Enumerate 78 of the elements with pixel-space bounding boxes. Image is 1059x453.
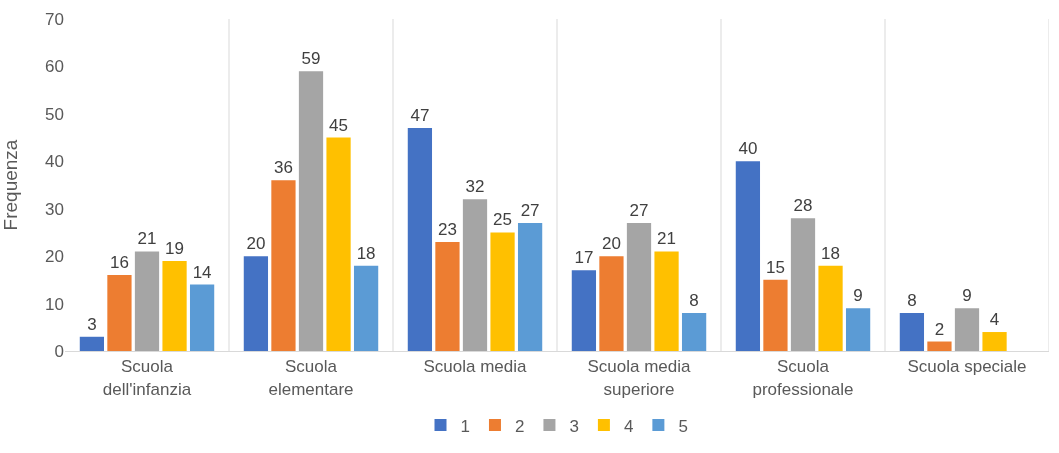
bar: [162, 260, 187, 351]
data-label: 47: [410, 106, 430, 126]
bar: [134, 251, 160, 351]
bar: [407, 128, 433, 351]
data-label: 25: [493, 210, 513, 230]
bar: [189, 284, 215, 351]
bar: [954, 308, 980, 351]
bar: [243, 256, 269, 351]
y-tick-label: 30: [45, 199, 64, 219]
legend-label: 3: [569, 416, 579, 436]
data-label: 9: [962, 286, 972, 306]
data-label: 16: [109, 253, 129, 273]
data-label: 45: [329, 115, 349, 135]
bar: [79, 336, 105, 351]
bar: [271, 180, 296, 351]
x-tick-label: Scuola media superiore: [587, 357, 692, 399]
data-label: 17: [574, 248, 594, 268]
data-label: 36: [273, 158, 293, 178]
y-tick-label: 20: [45, 247, 64, 267]
bar: [298, 71, 324, 351]
legend-label: 4: [623, 416, 634, 436]
data-label: 20: [601, 234, 621, 254]
data-label: 32: [465, 177, 485, 197]
bar: [927, 341, 952, 351]
data-label: 18: [356, 243, 376, 263]
bar: [599, 256, 624, 351]
data-label: 28: [793, 196, 813, 216]
data-label: 27: [629, 200, 649, 220]
bar: [353, 265, 379, 351]
data-label: 2: [934, 319, 945, 339]
x-tick-label: Scuola professionale: [752, 357, 854, 399]
bar: [982, 332, 1007, 351]
bar: [818, 265, 843, 351]
data-label: 8: [907, 291, 917, 311]
bar: [790, 218, 816, 351]
x-tick-label: Scuola elementare: [268, 357, 354, 399]
bar: [107, 275, 132, 351]
data-label: 40: [738, 139, 758, 159]
y-tick-label: 60: [45, 57, 64, 77]
data-label: 9: [853, 286, 863, 306]
bar: [462, 199, 488, 351]
bar: [845, 308, 871, 351]
legend-label: 2: [514, 416, 525, 436]
data-label: 3: [87, 314, 97, 334]
data-label: 59: [301, 49, 321, 69]
data-label: 8: [689, 291, 699, 311]
bar: [517, 222, 543, 351]
y-tick-label: 50: [45, 104, 64, 124]
data-label: 18: [821, 243, 841, 263]
data-label: 23: [437, 219, 457, 239]
bar: [571, 270, 597, 351]
x-tick-label: Scuola speciale: [907, 357, 1027, 377]
data-label: 4: [989, 310, 1000, 330]
data-label: 20: [246, 234, 266, 254]
y-tick-label: 40: [45, 152, 64, 172]
data-label: 21: [137, 229, 157, 249]
bar: [626, 222, 652, 351]
data-label: 27: [520, 200, 540, 220]
x-tick-label: Scuola media: [423, 357, 528, 377]
data-label: 15: [765, 257, 785, 277]
legend-label: 1: [460, 416, 470, 436]
bar: [654, 251, 679, 351]
x-tick-label: Scuola dell'infanzia: [102, 357, 192, 399]
bar: [435, 241, 460, 351]
data-label: 14: [192, 262, 212, 282]
bar: [763, 279, 788, 351]
bar: [681, 313, 707, 351]
y-axis-title: Frequenza: [0, 139, 21, 231]
bar: [735, 161, 761, 351]
legend-label: 5: [678, 416, 688, 436]
bar: [326, 137, 351, 351]
data-label: 21: [657, 229, 677, 249]
data-label: 19: [165, 238, 185, 258]
bar: [490, 232, 515, 351]
y-tick-label: 0: [54, 341, 64, 361]
y-tick-label: 10: [45, 294, 64, 314]
bar: [899, 313, 925, 351]
y-tick-label: 70: [45, 9, 64, 29]
